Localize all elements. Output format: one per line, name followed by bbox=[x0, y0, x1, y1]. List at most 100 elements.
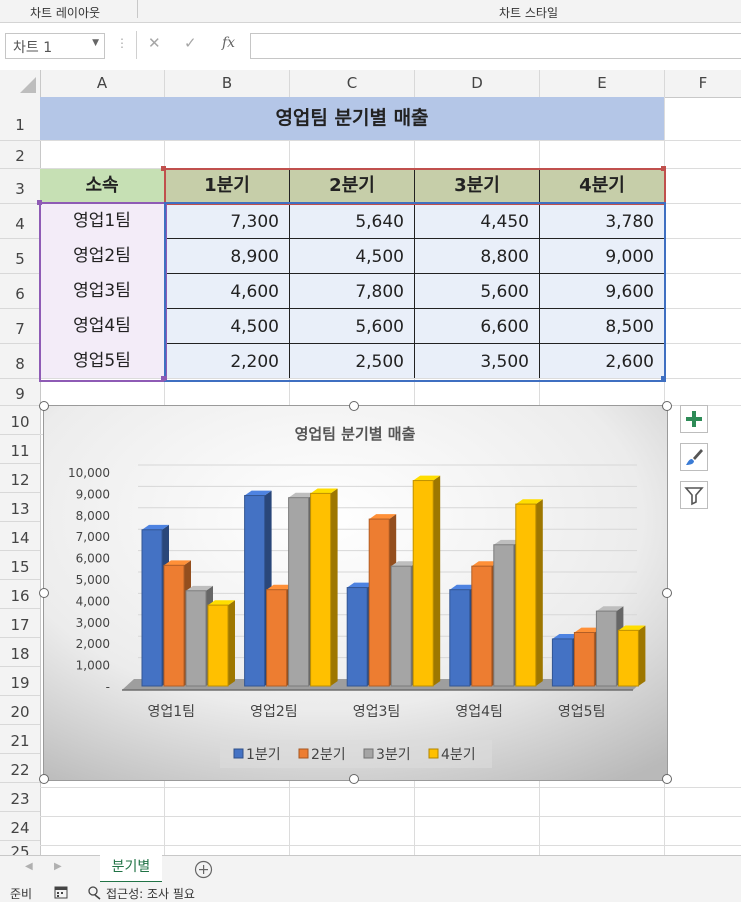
chart-legend[interactable]: 1분기 2분기 3분기 4분기 bbox=[220, 740, 492, 768]
legend-label[interactable]: 3분기 bbox=[376, 747, 411, 763]
row-header-4[interactable]: 4 bbox=[0, 204, 40, 239]
row-header-18[interactable]: 18 bbox=[0, 638, 40, 667]
chevron-down-icon[interactable]: ▼ bbox=[92, 38, 99, 48]
bar[interactable] bbox=[573, 632, 595, 687]
row-header-22[interactable]: 22 bbox=[0, 754, 40, 783]
table-cell[interactable]: 6,600 bbox=[480, 317, 529, 337]
table-cell[interactable]: 영업2팀 bbox=[73, 246, 131, 266]
bar[interactable] bbox=[141, 529, 163, 687]
table-cell[interactable]: 5,600 bbox=[355, 317, 404, 337]
scroll-left-icon[interactable]: ◀ bbox=[25, 861, 33, 872]
bar[interactable] bbox=[163, 564, 185, 687]
row-header-10[interactable]: 10 bbox=[0, 406, 40, 435]
bar[interactable] bbox=[551, 638, 573, 687]
legend-label[interactable]: 4분기 bbox=[441, 747, 476, 763]
table-cell[interactable]: 2,500 bbox=[355, 352, 404, 372]
table-cell[interactable]: 5,640 bbox=[355, 212, 404, 232]
table-cell[interactable]: 4,500 bbox=[355, 247, 404, 267]
table-cell[interactable]: 9,000 bbox=[605, 247, 654, 267]
table-cell[interactable]: 8,500 bbox=[605, 317, 654, 337]
column-header-c[interactable]: C bbox=[290, 70, 415, 97]
row-header-17[interactable]: 17 bbox=[0, 609, 40, 638]
sheet-tab-active[interactable]: 분기별 bbox=[100, 855, 162, 884]
row-header-19[interactable]: 19 bbox=[0, 667, 40, 696]
header-cell-q3[interactable]: 3분기 bbox=[415, 169, 539, 203]
row-header-6[interactable]: 6 bbox=[0, 274, 40, 309]
select-all-corner[interactable] bbox=[0, 70, 41, 97]
legend-label[interactable]: 2분기 bbox=[311, 747, 346, 763]
row-header-16[interactable]: 16 bbox=[0, 580, 40, 609]
row-header-20[interactable]: 20 bbox=[0, 696, 40, 725]
bar[interactable] bbox=[390, 565, 412, 687]
bar[interactable] bbox=[595, 610, 617, 687]
header-cell-q4[interactable]: 4분기 bbox=[540, 169, 664, 203]
table-cell[interactable]: 8,900 bbox=[230, 247, 279, 267]
cancel-icon[interactable]: ✕ bbox=[148, 34, 161, 52]
table-cell[interactable]: 영업5팀 bbox=[73, 351, 131, 371]
table-cell[interactable]: 9,600 bbox=[605, 282, 654, 302]
table-cell[interactable]: 4,450 bbox=[480, 212, 529, 232]
bar[interactable] bbox=[266, 589, 288, 687]
bar[interactable] bbox=[244, 495, 266, 687]
row-header-12[interactable]: 12 bbox=[0, 464, 40, 493]
chart-area[interactable]: 영업팀 분기별 매출 - 1,000 2,000 3,000 4,000 5,000 6,0… bbox=[43, 405, 668, 781]
table-cell[interactable]: 7,800 bbox=[355, 282, 404, 302]
resize-handle-bottom-right[interactable] bbox=[662, 774, 672, 784]
table-cell[interactable]: 2,200 bbox=[230, 352, 279, 372]
bar[interactable] bbox=[617, 629, 639, 687]
resize-handle-bottom[interactable] bbox=[349, 774, 359, 784]
resize-handle-left[interactable] bbox=[39, 588, 49, 598]
enter-icon[interactable]: ✓ bbox=[184, 34, 197, 52]
row-header-5[interactable]: 5 bbox=[0, 239, 40, 274]
formula-input[interactable] bbox=[250, 33, 741, 59]
macro-record-icon[interactable] bbox=[54, 886, 68, 899]
bar[interactable] bbox=[346, 587, 368, 687]
bar[interactable] bbox=[493, 544, 515, 687]
row-header-25[interactable]: 25 bbox=[0, 841, 40, 855]
chart-filters-button[interactable] bbox=[680, 481, 708, 509]
table-title-cell[interactable]: 영업팀 분기별 매출 bbox=[40, 97, 664, 140]
row-header-7[interactable]: 7 bbox=[0, 309, 40, 344]
table-cell[interactable]: 2,600 bbox=[605, 352, 654, 372]
table-cell[interactable]: 5,600 bbox=[480, 282, 529, 302]
column-header-b[interactable]: B bbox=[165, 70, 290, 97]
bar[interactable] bbox=[207, 604, 229, 687]
table-cell[interactable]: 영업4팀 bbox=[73, 316, 131, 336]
table-cell[interactable]: 영업3팀 bbox=[73, 281, 131, 301]
chart-title[interactable]: 영업팀 분기별 매출 bbox=[295, 425, 416, 443]
table-cell[interactable]: 8,800 bbox=[480, 247, 529, 267]
row-header-11[interactable]: 11 bbox=[0, 435, 40, 464]
name-box[interactable]: 차트 1 ▼ bbox=[5, 33, 105, 59]
add-sheet-icon[interactable] bbox=[194, 860, 213, 879]
row-header-21[interactable]: 21 bbox=[0, 725, 40, 754]
bar[interactable] bbox=[368, 518, 390, 687]
column-header-a[interactable]: A bbox=[40, 70, 165, 97]
header-cell-q2[interactable]: 2분기 bbox=[290, 169, 414, 203]
accessibility-icon[interactable] bbox=[86, 885, 102, 900]
table-cell[interactable]: 영업1팀 bbox=[73, 211, 131, 231]
range-handle[interactable] bbox=[661, 166, 666, 171]
bar[interactable] bbox=[288, 497, 310, 687]
bar[interactable] bbox=[471, 565, 493, 687]
resize-handle-bottom-left[interactable] bbox=[39, 774, 49, 784]
column-header-d[interactable]: D bbox=[415, 70, 540, 97]
resize-handle-top[interactable] bbox=[349, 401, 359, 411]
chart-styles-button[interactable] bbox=[680, 443, 708, 471]
row-header-23[interactable]: 23 bbox=[0, 783, 40, 812]
insert-function-icon[interactable]: fx bbox=[222, 35, 236, 51]
resize-handle-top-right[interactable] bbox=[662, 401, 672, 411]
column-header-f[interactable]: F bbox=[698, 74, 708, 92]
bar[interactable] bbox=[310, 492, 332, 687]
resize-handle-top-left[interactable] bbox=[39, 401, 49, 411]
bar[interactable] bbox=[515, 503, 537, 687]
table-cell[interactable]: 3,780 bbox=[605, 212, 654, 232]
row-header-9[interactable]: 9 bbox=[0, 379, 40, 406]
scroll-right-icon[interactable]: ▶ bbox=[54, 861, 62, 872]
column-header-e[interactable]: E bbox=[540, 70, 665, 97]
row-header-8[interactable]: 8 bbox=[0, 344, 40, 379]
header-cell-q1[interactable]: 1분기 bbox=[165, 169, 289, 203]
table-cell[interactable]: 3,500 bbox=[480, 352, 529, 372]
row-header-24[interactable]: 24 bbox=[0, 812, 40, 841]
row-header-13[interactable]: 13 bbox=[0, 493, 40, 522]
row-header-1[interactable]: 1 bbox=[0, 97, 40, 141]
